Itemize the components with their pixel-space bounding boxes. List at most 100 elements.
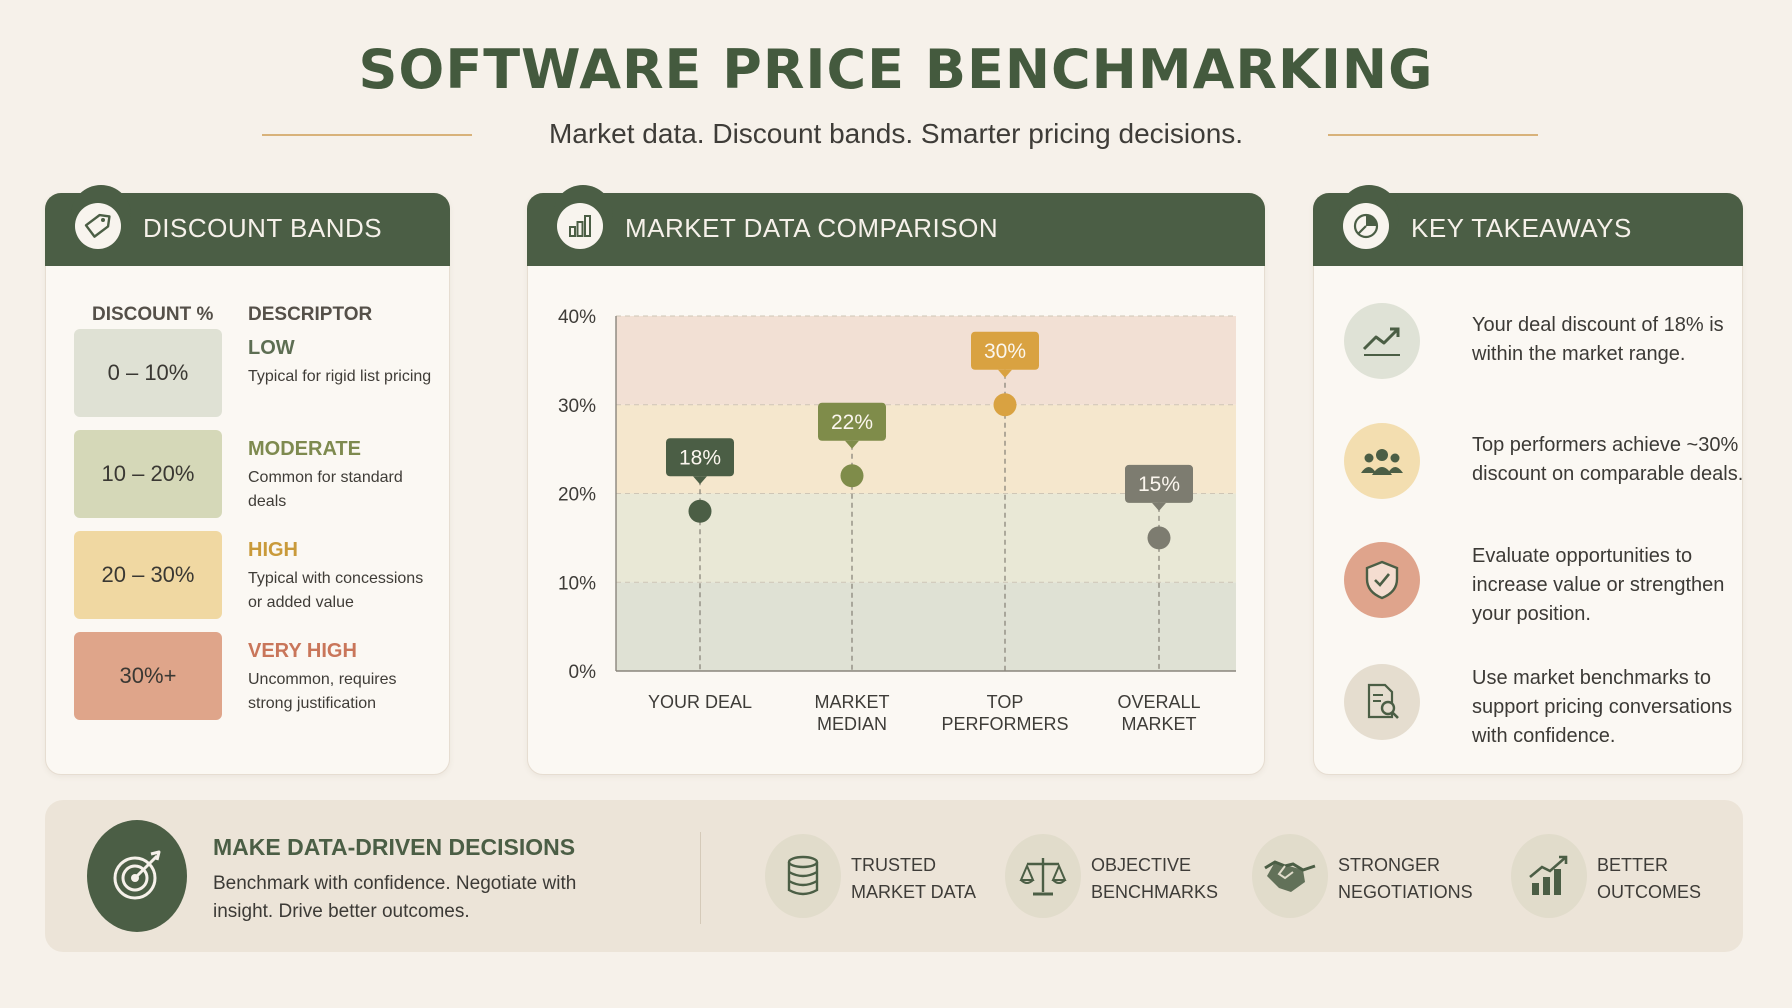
x-category-label: YOUR DEAL [648,692,752,712]
feature-label-line2: BENCHMARKS [1091,882,1219,902]
band-name: MODERATE [248,438,361,460]
band-row: 10 – 20% MODERATE Common for standard de… [74,430,444,518]
data-label-pointer [845,440,859,449]
feature-label: TRUSTED MARKET DATA [851,852,1021,906]
chart-band [616,493,1236,583]
pie-chart-icon [1343,203,1389,249]
discount-bands-header: DISCOUNT BANDS [45,185,450,266]
col-header-discount: DISCOUNT % [92,304,214,325]
col-header-descriptor: DESCRIPTOR [248,304,373,325]
y-tick-label: 20% [558,485,596,506]
page-title: SOFTWARE PRICE BENCHMARKING [358,38,1434,101]
data-point [1147,526,1171,550]
title-rule-right [1328,134,1538,136]
feature-item: TRUSTED MARKET DATA [765,834,1035,918]
data-label: 30% [984,340,1026,363]
page-header: SOFTWARE PRICE BENCHMARKING Market data.… [0,0,1792,170]
data-label-box [818,402,886,441]
band-name: VERY HIGH [248,640,357,662]
feature-label: OBJECTIVE BENCHMARKS [1091,852,1261,906]
data-point [688,499,712,523]
feature-label-line1: BETTER [1597,855,1669,875]
band-name: LOW [248,337,295,359]
band-range: 30%+ [74,632,222,720]
data-label-pointer [693,476,707,485]
key-takeaways-card: KEY TAKEAWAYS Your deal discount of 18% … [1313,185,1743,775]
band-row: 20 – 30% HIGH Typical with concessions o… [74,531,444,619]
feature-item: BETTER OUTCOMES [1511,834,1781,918]
market-data-title: MARKET DATA COMPARISON [625,213,999,243]
key-takeaways-title: KEY TAKEAWAYS [1411,213,1632,243]
takeaway-text: Evaluate opportunities to increase value… [1472,545,1725,625]
feature-label-line1: STRONGER [1338,855,1441,875]
scale-icon [1005,834,1081,918]
band-description: Typical for rigid list pricing [248,368,432,385]
band-name: HIGH [248,539,298,561]
discount-bands-card: DISCOUNT BANDS DISCOUNT % DESCRIPTOR 0 –… [45,185,450,775]
feature-item: STRONGER NEGOTIATIONS [1252,834,1522,918]
growth-icon [1511,834,1587,918]
data-label: 22% [831,411,873,434]
feature-label-line2: NEGOTIATIONS [1338,882,1473,902]
document-search-icon [1344,664,1420,740]
y-tick-label: 40% [558,307,596,328]
x-category-label: TOP [987,692,1024,712]
data-label-pointer [1152,502,1166,511]
team-icon [1344,423,1420,499]
market-data-card: MARKET DATA COMPARISON 0% 10% 20% 30% 40% DIS… [527,185,1265,775]
band-range: 20 – 30% [74,531,222,619]
x-category-label: MARKET [814,692,889,712]
y-tick-label: 30% [558,396,596,417]
feature-item: OBJECTIVE BENCHMARKS [1005,834,1275,918]
x-category-label: OVERALL [1117,692,1200,712]
handshake-icon [1252,834,1328,918]
feature-label-line2: OUTCOMES [1597,882,1702,902]
feature-label-line1: TRUSTED [851,855,936,875]
key-takeaways-header: KEY TAKEAWAYS [1313,185,1743,266]
takeaway-text: Top performers achieve ~30% discount on … [1472,434,1744,485]
band-description: Uncommon, requires strong justification [248,671,397,712]
shield-icon [1344,542,1420,618]
bottom-divider [700,832,701,924]
bottom-text: Benchmark with confidence. Negotiate wit… [213,873,577,922]
chart-band [616,582,1236,671]
y-tick-label: 0% [569,662,597,683]
y-tick-label: 10% [558,573,596,594]
data-label: 15% [1138,473,1180,496]
feature-label: STRONGER NEGOTIATIONS [1338,852,1508,906]
market-data-header: MARKET DATA COMPARISON [527,185,1265,266]
band-description: Typical with concessions or added value [248,570,424,611]
bar-chart-icon [557,203,603,249]
database-icon [765,834,841,918]
bottom-title: MAKE DATA-DRIVEN DECISIONS [213,834,576,860]
feature-label-line1: OBJECTIVE [1091,855,1192,875]
y-axis-label: DISCOUNT % [528,431,532,556]
title-rule-left [262,134,472,136]
data-label-box [666,438,734,477]
band-description: Common for standard deals [248,469,403,510]
band-row: 0 – 10% LOW Typical for rigid list prici… [74,329,444,417]
market-comparison-chart: 0% 10% 20% 30% 40% DISCOUNT % 18% YOUR DEAL 22% M… [528,307,1236,734]
x-category-label: PERFORMERS [941,714,1068,734]
band-row: 30%+ VERY HIGH Uncommon, requires strong… [74,632,444,720]
bottom-banner: MAKE DATA-DRIVEN DECISIONS Benchmark wit… [45,800,1743,952]
x-category-label: MEDIAN [817,714,887,734]
data-label-box [1125,464,1193,503]
feature-label: BETTER OUTCOMES [1597,852,1767,906]
data-point [840,464,864,488]
data-label-pointer [998,369,1012,378]
discount-bands-title: DISCOUNT BANDS [143,213,383,243]
data-point [993,393,1017,417]
target-icon [87,820,187,932]
data-label: 18% [679,446,721,469]
trend-up-icon [1344,303,1420,379]
takeaway-text: Your deal discount of 18% is within the … [1472,314,1724,365]
feature-label-line2: MARKET DATA [851,882,977,902]
band-range: 0 – 10% [74,329,222,417]
data-label-box [971,331,1039,370]
page-subtitle: Market data. Discount bands. Smarter pri… [548,118,1244,149]
tag-icon [75,203,121,249]
takeaway-text: Use market benchmarks to support pricing… [1472,667,1733,747]
x-category-label: MARKET [1121,714,1196,734]
band-range: 10 – 20% [74,430,222,518]
